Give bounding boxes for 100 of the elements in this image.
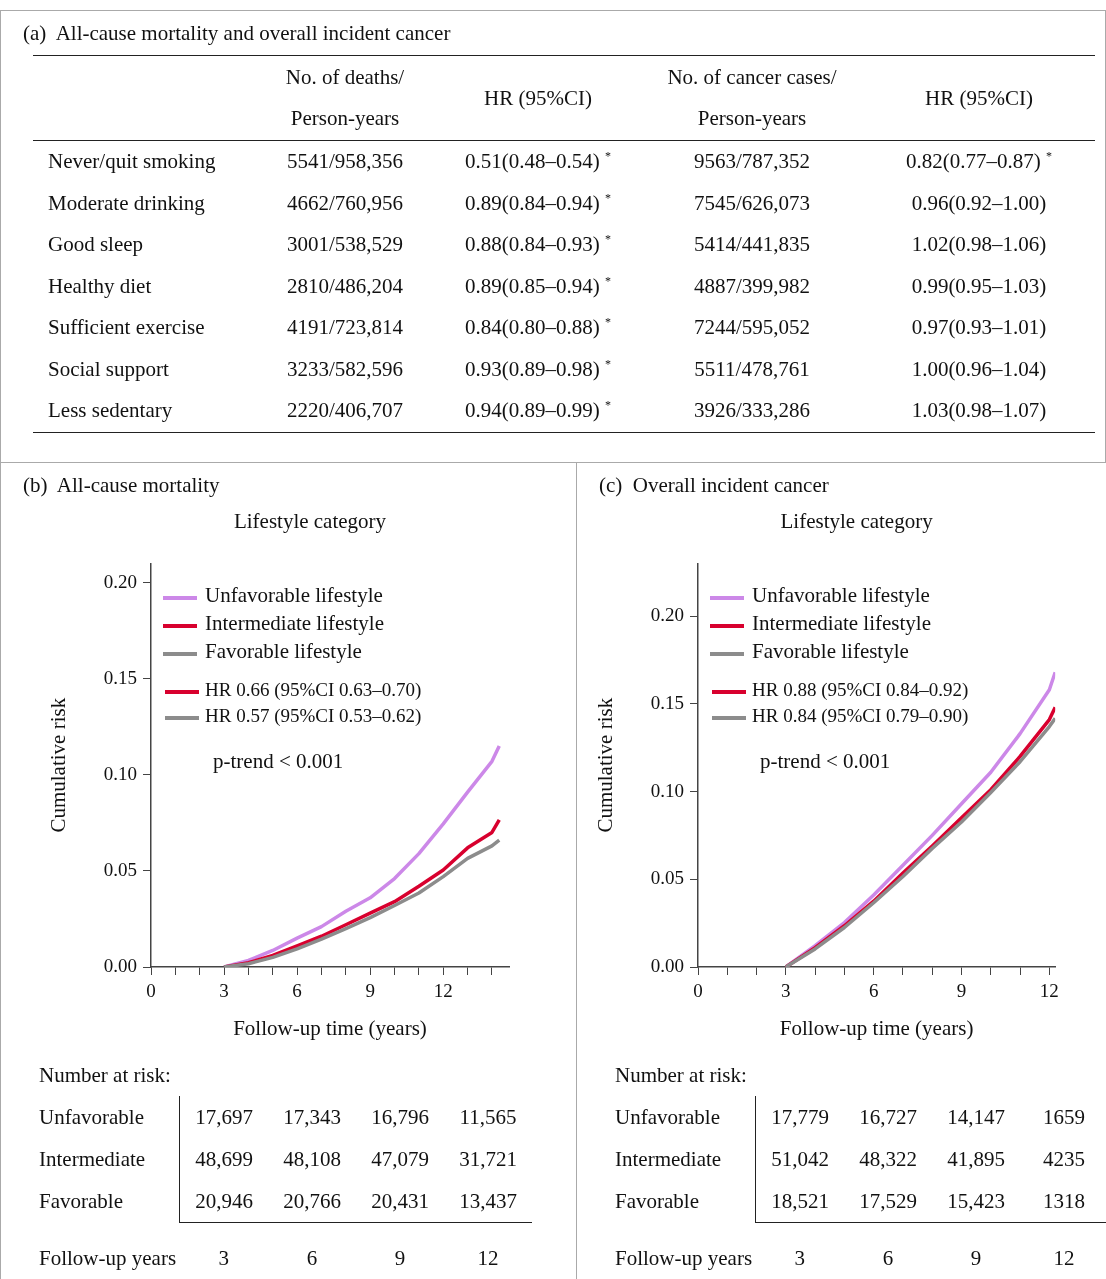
text: 3 xyxy=(793,1245,806,1271)
y-axis-title: Cumulative risk xyxy=(593,697,618,833)
legend-label: Unfavorable lifestyle xyxy=(205,583,383,608)
text: 16,796 xyxy=(370,1103,430,1131)
text: Follow-up years xyxy=(615,1245,754,1271)
text: 0.99(0.95–1.03) xyxy=(910,272,1048,300)
text: 17,529 xyxy=(844,1180,932,1223)
y-axis-title: Cumulative risk xyxy=(46,697,71,833)
text: 13,437 xyxy=(444,1180,532,1223)
text: 0.94(0.89–0.99) $^{*}$ xyxy=(464,397,612,425)
text: 7244/595,052 xyxy=(692,314,812,342)
text: 14,147 xyxy=(946,1103,1006,1131)
text: 12 xyxy=(1052,1245,1076,1271)
text: Favorable xyxy=(615,1187,700,1215)
text: 9563/787,352 xyxy=(692,148,812,176)
text: 7545/626,073 xyxy=(692,189,812,217)
legend-label: Intermediate lifestyle xyxy=(752,611,932,636)
legend-title: Lifestyle category xyxy=(232,509,388,534)
text: 3926/333,286 xyxy=(692,397,812,425)
text: Follow-up years xyxy=(39,1245,178,1271)
annotation: HR 0.84 (95%CI 0.79–0.90) xyxy=(752,705,969,727)
annotation: p-trend < 0.001 xyxy=(760,749,891,775)
text: No. of cancer cases/ Person-years xyxy=(641,55,863,141)
text: 51,042 xyxy=(755,1138,844,1180)
text: 0.84(0.80–0.88) $^{*}$ xyxy=(464,314,612,342)
text: HR (95%CI) xyxy=(863,55,1095,141)
text: 17,779 xyxy=(755,1096,844,1138)
text: 48,699 xyxy=(179,1138,268,1180)
text: 12 xyxy=(476,1245,500,1271)
text: Moderate drinking xyxy=(47,189,206,217)
text: Intermediate xyxy=(39,1145,147,1173)
text: 20,431 xyxy=(356,1180,444,1223)
text: 0.88(0.84–0.93) $^{*}$ xyxy=(464,231,612,259)
text: 3001/538,529 xyxy=(285,231,405,259)
x-tick-label: 9 xyxy=(956,980,967,1002)
text: 17,343 xyxy=(282,1103,342,1131)
x-tick-label: 3 xyxy=(219,980,229,1002)
text: 2220/406,707 xyxy=(285,397,405,425)
text: 0.89(0.84–0.94) $^{*}$ xyxy=(464,189,612,217)
text: 0.97(0.93–1.01) xyxy=(910,314,1048,342)
text: 18,521 xyxy=(755,1180,844,1223)
y-tick-label: 0.20 xyxy=(650,604,684,626)
x-axis-title: Follow-up time (years) xyxy=(779,1015,974,1040)
x-tick-label: 6 xyxy=(292,980,302,1002)
text: 47,079 xyxy=(370,1145,430,1173)
text: 1.00(0.96–1.04) xyxy=(910,355,1048,383)
annotation: HR 0.57 (95%CI 0.53–0.62) xyxy=(205,705,422,727)
text: 1.02(0.98–1.06) xyxy=(910,231,1048,259)
text: Less sedentary xyxy=(47,397,174,425)
text: 6 xyxy=(881,1245,895,1271)
x-tick-label: 9 xyxy=(365,980,375,1002)
text: 3233/582,596 xyxy=(285,355,405,383)
annotation: HR 0.66 (95%CI 0.63–0.70) xyxy=(205,679,422,701)
text: 41,895 xyxy=(946,1145,1006,1173)
text: 2810/486,204 xyxy=(285,272,405,300)
text: 1.03(0.98–1.07) xyxy=(910,397,1048,425)
text: Never/quit smoking xyxy=(47,148,217,176)
annotation: p-trend < 0.001 xyxy=(213,749,344,775)
text: 9 xyxy=(969,1245,983,1271)
text: 17,697 xyxy=(179,1096,268,1138)
text: 4235 xyxy=(1042,1145,1086,1173)
x-tick-label: 3 xyxy=(781,980,791,1002)
y-tick-label: 0.15 xyxy=(103,666,137,688)
text: 5541/958,356 xyxy=(285,148,405,176)
y-tick-label: 0.20 xyxy=(103,570,137,592)
chart-title: (b) All-cause mortality xyxy=(23,473,220,498)
text: No. of deaths/ Person-years xyxy=(255,55,435,141)
legend-label: Favorable lifestyle xyxy=(752,639,909,664)
text: 1318 xyxy=(1020,1180,1106,1223)
y-tick-label: 0.10 xyxy=(650,779,684,801)
y-tick-label: 0.05 xyxy=(650,867,684,889)
text: Social support xyxy=(47,355,170,383)
text: 20,766 xyxy=(268,1180,356,1223)
y-tick-label: 0.00 xyxy=(103,954,137,976)
text: 1659 xyxy=(1042,1103,1086,1131)
x-tick-label: 6 xyxy=(868,980,879,1002)
text: 4662/760,956 xyxy=(285,189,405,217)
y-tick-label: 0.10 xyxy=(103,762,137,784)
text: 5414/441,835 xyxy=(692,231,812,259)
text: 11,565 xyxy=(458,1103,518,1131)
x-tick-label: 12 xyxy=(1039,980,1059,1002)
text: 0.96(0.92–1.00) xyxy=(910,189,1048,217)
x-tick-label: 0 xyxy=(146,980,156,1002)
text: 6 xyxy=(305,1245,319,1271)
text: (a) All-cause mortality and overall incident cancer xyxy=(23,21,451,46)
text: 3 xyxy=(217,1245,230,1271)
text: 20,946 xyxy=(179,1180,268,1223)
legend-label: Unfavorable lifestyle xyxy=(752,583,930,608)
text: Number at risk: xyxy=(39,1063,171,1088)
text: 31,721 xyxy=(458,1145,518,1173)
text: Unfavorable xyxy=(615,1103,721,1131)
text: 0.93(0.89–0.98) $^{*}$ xyxy=(464,355,612,383)
text: 5511/478,761 xyxy=(693,355,811,383)
text: Sufficient exercise xyxy=(47,314,206,342)
y-tick-label: 0.05 xyxy=(103,858,137,880)
text: Unfavorable xyxy=(39,1103,145,1131)
x-axis-title: Follow-up time (years) xyxy=(233,1015,427,1040)
text: 15,423 xyxy=(932,1180,1020,1223)
text: Intermediate xyxy=(615,1145,723,1173)
text: 4191/723,814 xyxy=(285,314,405,342)
